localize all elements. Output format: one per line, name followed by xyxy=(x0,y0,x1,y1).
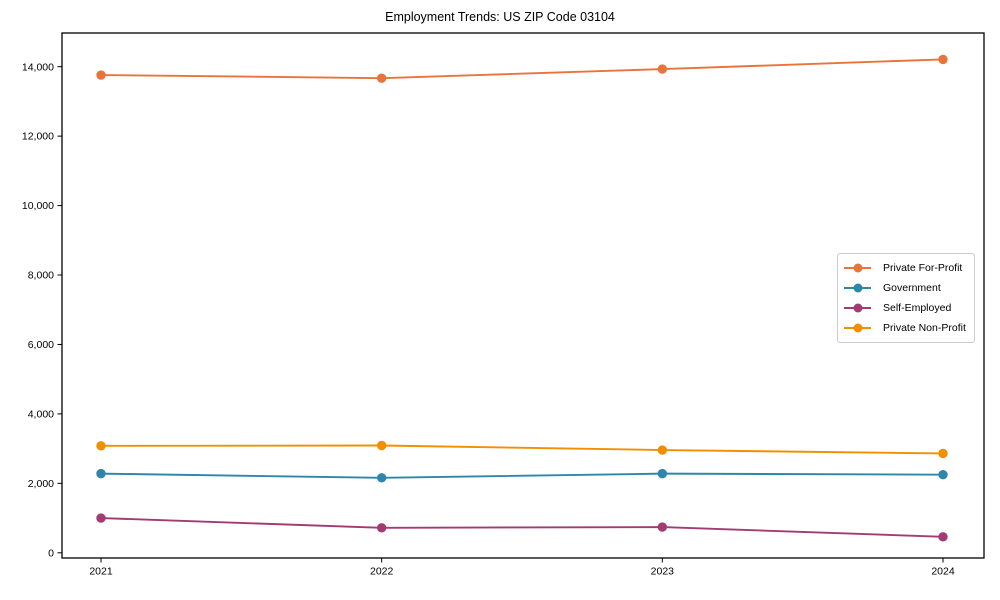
data-point-government-2022 xyxy=(376,473,387,483)
legend-label: Private For-Profit xyxy=(883,261,963,274)
legend-item-private-non-profit: Private Non-Profit xyxy=(844,318,966,338)
data-point-private-for-profit-2023 xyxy=(657,64,668,74)
legend-label: Self-Employed xyxy=(883,301,952,314)
data-point-government-2023 xyxy=(657,468,668,479)
y-axis-tick-label: 8,000 xyxy=(28,270,54,282)
legend-item-government: Government xyxy=(844,278,966,298)
x-axis-tick-label: 2023 xyxy=(651,566,675,578)
data-point-private-for-profit-2021 xyxy=(96,70,106,80)
legend-line-marker-icon xyxy=(844,303,871,313)
plot-border xyxy=(61,32,985,559)
data-point-private-non-profit-2024 xyxy=(938,448,948,459)
series-line-private-for-profit xyxy=(100,58,944,80)
y-axis-tick-label: 14,000 xyxy=(22,61,54,73)
series-line-government xyxy=(100,472,944,479)
legend-item-private-for-profit: Private For-Profit xyxy=(844,258,966,278)
legend-marker-dot-icon xyxy=(853,303,862,313)
data-point-private-for-profit-2024 xyxy=(938,54,948,65)
legend-label: Private Non-Profit xyxy=(883,321,966,334)
legend-line-marker-icon xyxy=(844,323,871,333)
y-axis-tick-label: 2,000 xyxy=(28,478,54,490)
legend: Private For-Profit Government Self-Employe… xyxy=(837,253,975,343)
data-point-self-employed-2023 xyxy=(657,522,668,532)
x-axis-tick-label: 2024 xyxy=(931,566,955,578)
legend-line-marker-icon xyxy=(844,263,871,273)
y-axis-tick-label: 4,000 xyxy=(28,409,54,421)
series-line-self-employed xyxy=(100,517,944,538)
data-point-private-non-profit-2023 xyxy=(657,445,668,455)
x-axis-tick-label: 2022 xyxy=(370,566,394,578)
y-axis-tick-label: 0 xyxy=(48,547,54,559)
y-axis-tick-label: 10,000 xyxy=(22,200,54,212)
y-axis-tick-label: 12,000 xyxy=(22,131,54,143)
data-point-government-2024 xyxy=(938,469,948,480)
legend-marker-dot-icon xyxy=(853,323,862,333)
chart-title: Employment Trends: US ZIP Code 03104 xyxy=(385,10,615,24)
legend-line-marker-icon xyxy=(844,283,871,293)
data-point-private-non-profit-2022 xyxy=(376,440,387,451)
legend-marker-dot-icon xyxy=(853,263,862,273)
data-point-self-employed-2022 xyxy=(376,523,387,533)
data-point-government-2021 xyxy=(96,468,106,479)
data-point-private-non-profit-2021 xyxy=(96,441,106,451)
legend-item-self-employed: Self-Employed xyxy=(844,298,966,318)
series-line-private-non-profit xyxy=(100,444,944,455)
y-axis-tick-label: 6,000 xyxy=(28,339,54,351)
legend-marker-dot-icon xyxy=(853,283,862,293)
data-point-self-employed-2021 xyxy=(96,513,106,523)
data-point-private-for-profit-2022 xyxy=(376,73,387,83)
x-axis-tick-label: 2021 xyxy=(89,566,113,578)
data-point-self-employed-2024 xyxy=(938,532,948,542)
legend-label: Government xyxy=(883,281,941,294)
